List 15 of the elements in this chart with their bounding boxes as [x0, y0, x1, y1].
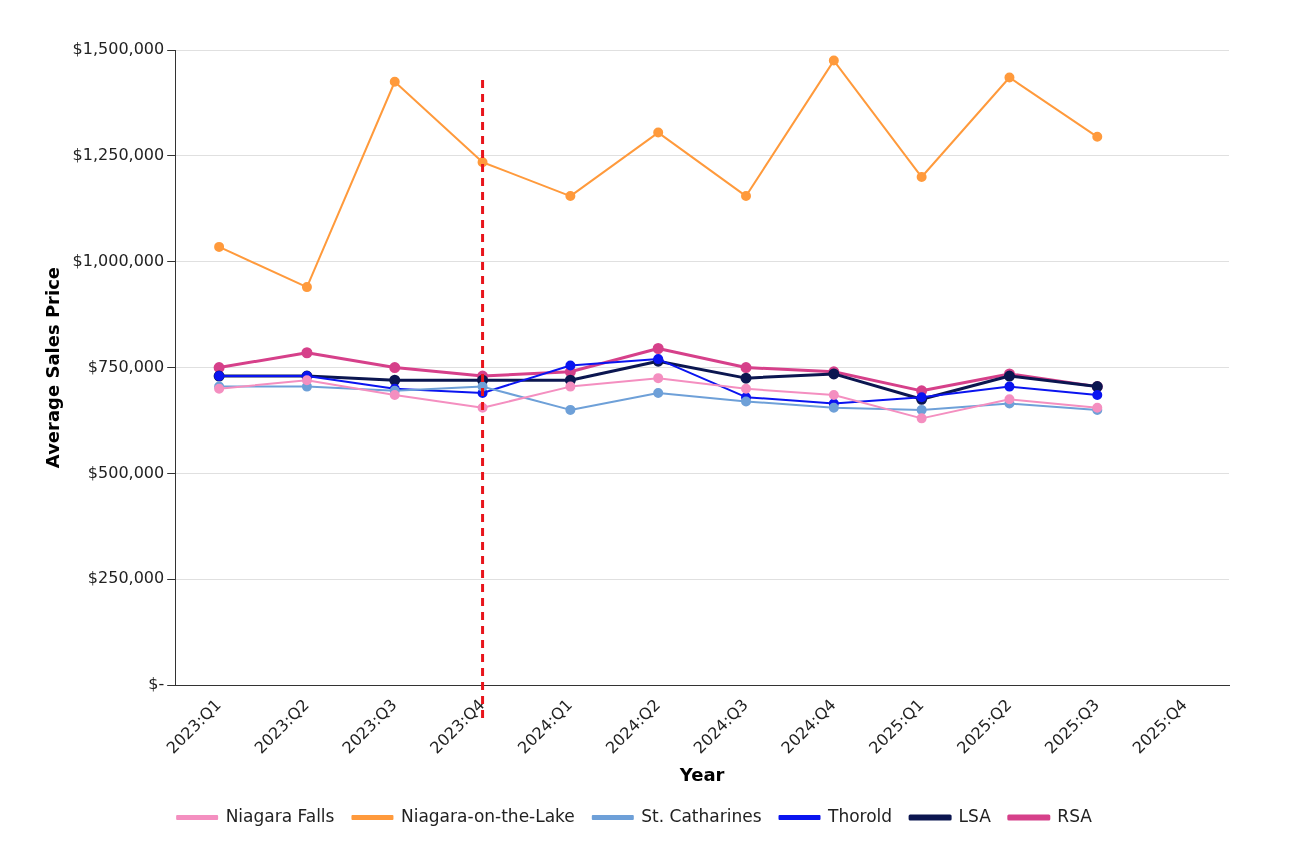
- legend-label: LSA: [958, 805, 992, 826]
- legend-label: Thorold: [827, 805, 893, 826]
- legend-label: Niagara-on-the-Lake: [400, 805, 575, 826]
- y-tick-label: $250,000: [87, 568, 165, 588]
- legend-label: St. Catharines: [641, 805, 762, 826]
- y-tick-label: $-: [148, 674, 165, 694]
- x-axis-title: Year: [678, 763, 725, 785]
- y-tick-label: $750,000: [87, 356, 165, 376]
- y-tick-label: $1,000,000: [72, 250, 165, 270]
- y-tick-label: $1,250,000: [72, 145, 165, 165]
- legend-label: Niagara Falls: [225, 805, 335, 826]
- y-tick-label: $500,000: [87, 462, 165, 482]
- y-axis-title: Average Sales Price: [42, 266, 64, 469]
- y-tick-label: $1,500,000: [72, 39, 165, 59]
- legend-label: RSA: [1057, 805, 1093, 826]
